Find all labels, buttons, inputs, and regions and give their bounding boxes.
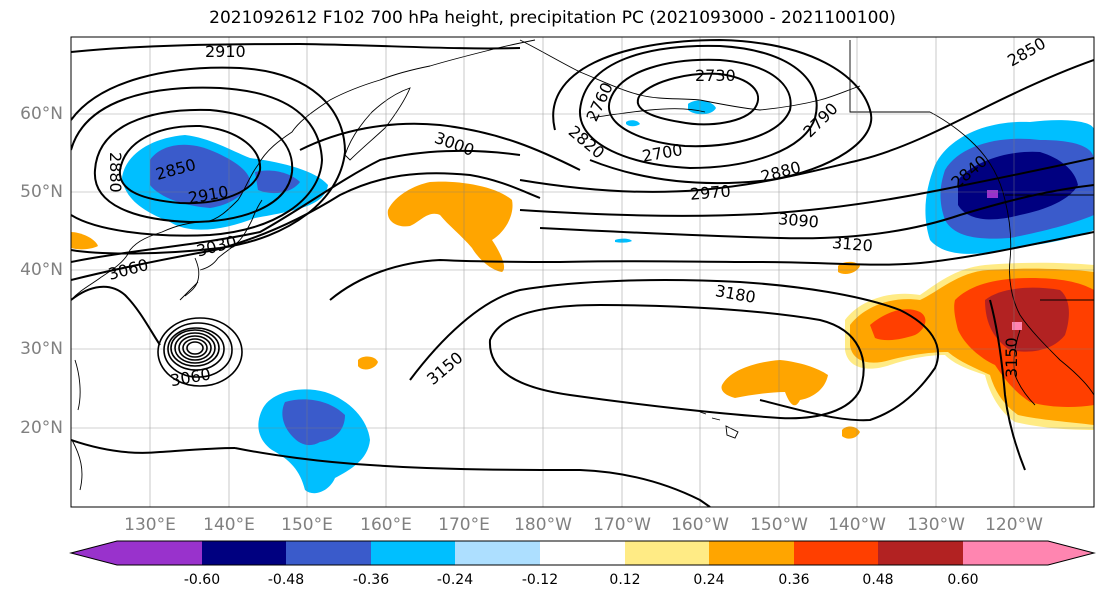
contour-2970 [519,59,1094,193]
precip-positive-east-dark [985,287,1069,352]
precip-negative-okhotsk-east [255,170,300,194]
precip-positive-hawaii [721,360,828,406]
contour-subtropical-ridge [488,303,865,420]
colorbar-tick-label: -0.60 [183,572,221,588]
precip-anomaly-fills [71,100,1094,494]
colorbar-segment [878,541,963,565]
contour-label: 3120 [831,233,873,255]
contour-3000 [299,122,581,171]
contour-south-west [71,439,236,454]
contour-3060 [71,172,541,281]
contour-gulf-low-3 [578,44,818,170]
map-title: 2021092612 F102 700 hPa height, precipit… [209,8,896,28]
lon-label: 140°E [203,515,255,535]
lon-label: 170°W [593,515,651,535]
colorbar-tick-label: -0.12 [521,572,559,588]
colorbar-tick-label: -0.48 [267,572,305,588]
contour-okhotsk-low-4 [71,66,347,255]
contour-label: 2970 [689,181,731,203]
lon-label: 150°W [750,515,808,535]
precip-negative-small-a [626,120,640,127]
colorbar-segment [202,541,286,565]
contour-3030 [71,149,521,263]
coastline-asia [71,39,536,301]
colorbar-tick-label: 0.24 [693,572,725,588]
contour-3150-ridge [71,231,1094,346]
lon-label: 160°E [360,515,412,535]
precip-positive-east-pink [1012,322,1022,330]
lon-label: 150°E [281,515,333,535]
coastline-kamchatka [344,87,411,161]
height-contours [71,38,1094,507]
contour-3180 [409,279,940,422]
colorbar-tick-label: 0.36 [778,572,810,588]
precip-negative-bering [688,100,716,115]
typhoon-closed-contours [157,317,243,387]
precip-positive-central [387,181,513,272]
colorbar-tick-label: 0.48 [862,572,894,588]
contour-gulf-low-1 [636,72,760,126]
contour-okhotsk-low-2 [93,108,294,224]
contour-label: 3150 [1002,337,1021,378]
precip-negative-small-b [615,238,632,243]
lon-label: 160°W [671,515,729,535]
colorbar-segment [286,541,371,565]
lon-label: 130°E [124,515,176,535]
colorbar-segment [794,541,878,565]
colorbar-tick-label: 0.60 [947,572,979,588]
colorbar-outline [69,540,1096,566]
colorbar-segment [540,541,625,565]
lon-label: 130°W [907,515,965,535]
colorbar-segment [455,541,540,565]
islands-philippines-taiwan [71,359,83,491]
lon-label: 120°W [985,515,1043,535]
lat-label: 20°N [20,418,63,438]
precip-positive-small-a [358,356,378,370]
lon-label: 180°W [514,515,572,535]
contour-gulf-low-2 [607,58,792,148]
contour-east-3150 [989,299,1026,471]
contour-label: 2730 [695,66,736,85]
colorbar-segment [963,541,1094,565]
colorbar-segment [71,541,202,565]
colorbar-tick-label: -0.36 [352,572,390,588]
colorbar-tick-label: 0.12 [609,572,641,588]
contour-label: 2880 [106,152,125,193]
lat-label: 60°N [20,104,63,124]
contour-2880 [552,38,873,185]
colorbar-tick-label: -0.24 [436,572,474,588]
lat-label: 40°N [20,260,63,280]
coastline-korea [184,257,200,297]
map-frame [70,36,1095,508]
lat-label: 50°N [20,182,63,202]
islands-hawaii [699,411,739,439]
coastline-aleutians [589,108,706,119]
colorbar-segment [709,541,794,565]
lon-label: 140°W [828,515,886,535]
contour-3090 [519,157,1094,217]
contour-okhotsk-low-3 [71,86,324,237]
coastline-baja [1013,329,1036,406]
precip-positive-small-west [71,232,98,250]
coastlines [71,39,1094,491]
colorbar-segment [371,541,455,565]
lat-label: 30°N [20,339,63,359]
contour-3150-south [234,447,711,507]
contour-okhotsk-low-1 [118,124,262,205]
precip-positive-small-c [842,426,860,439]
lon-label: 170°E [438,515,490,535]
contour-2910-north [71,42,521,53]
coastline-north-america [849,40,1094,396]
contour-3120 [539,184,1094,240]
contour-label: 2910 [205,42,246,61]
contour-label: 3090 [777,209,819,231]
colorbar-segment [625,541,709,565]
precip-negative-subtropical-core [282,399,345,446]
